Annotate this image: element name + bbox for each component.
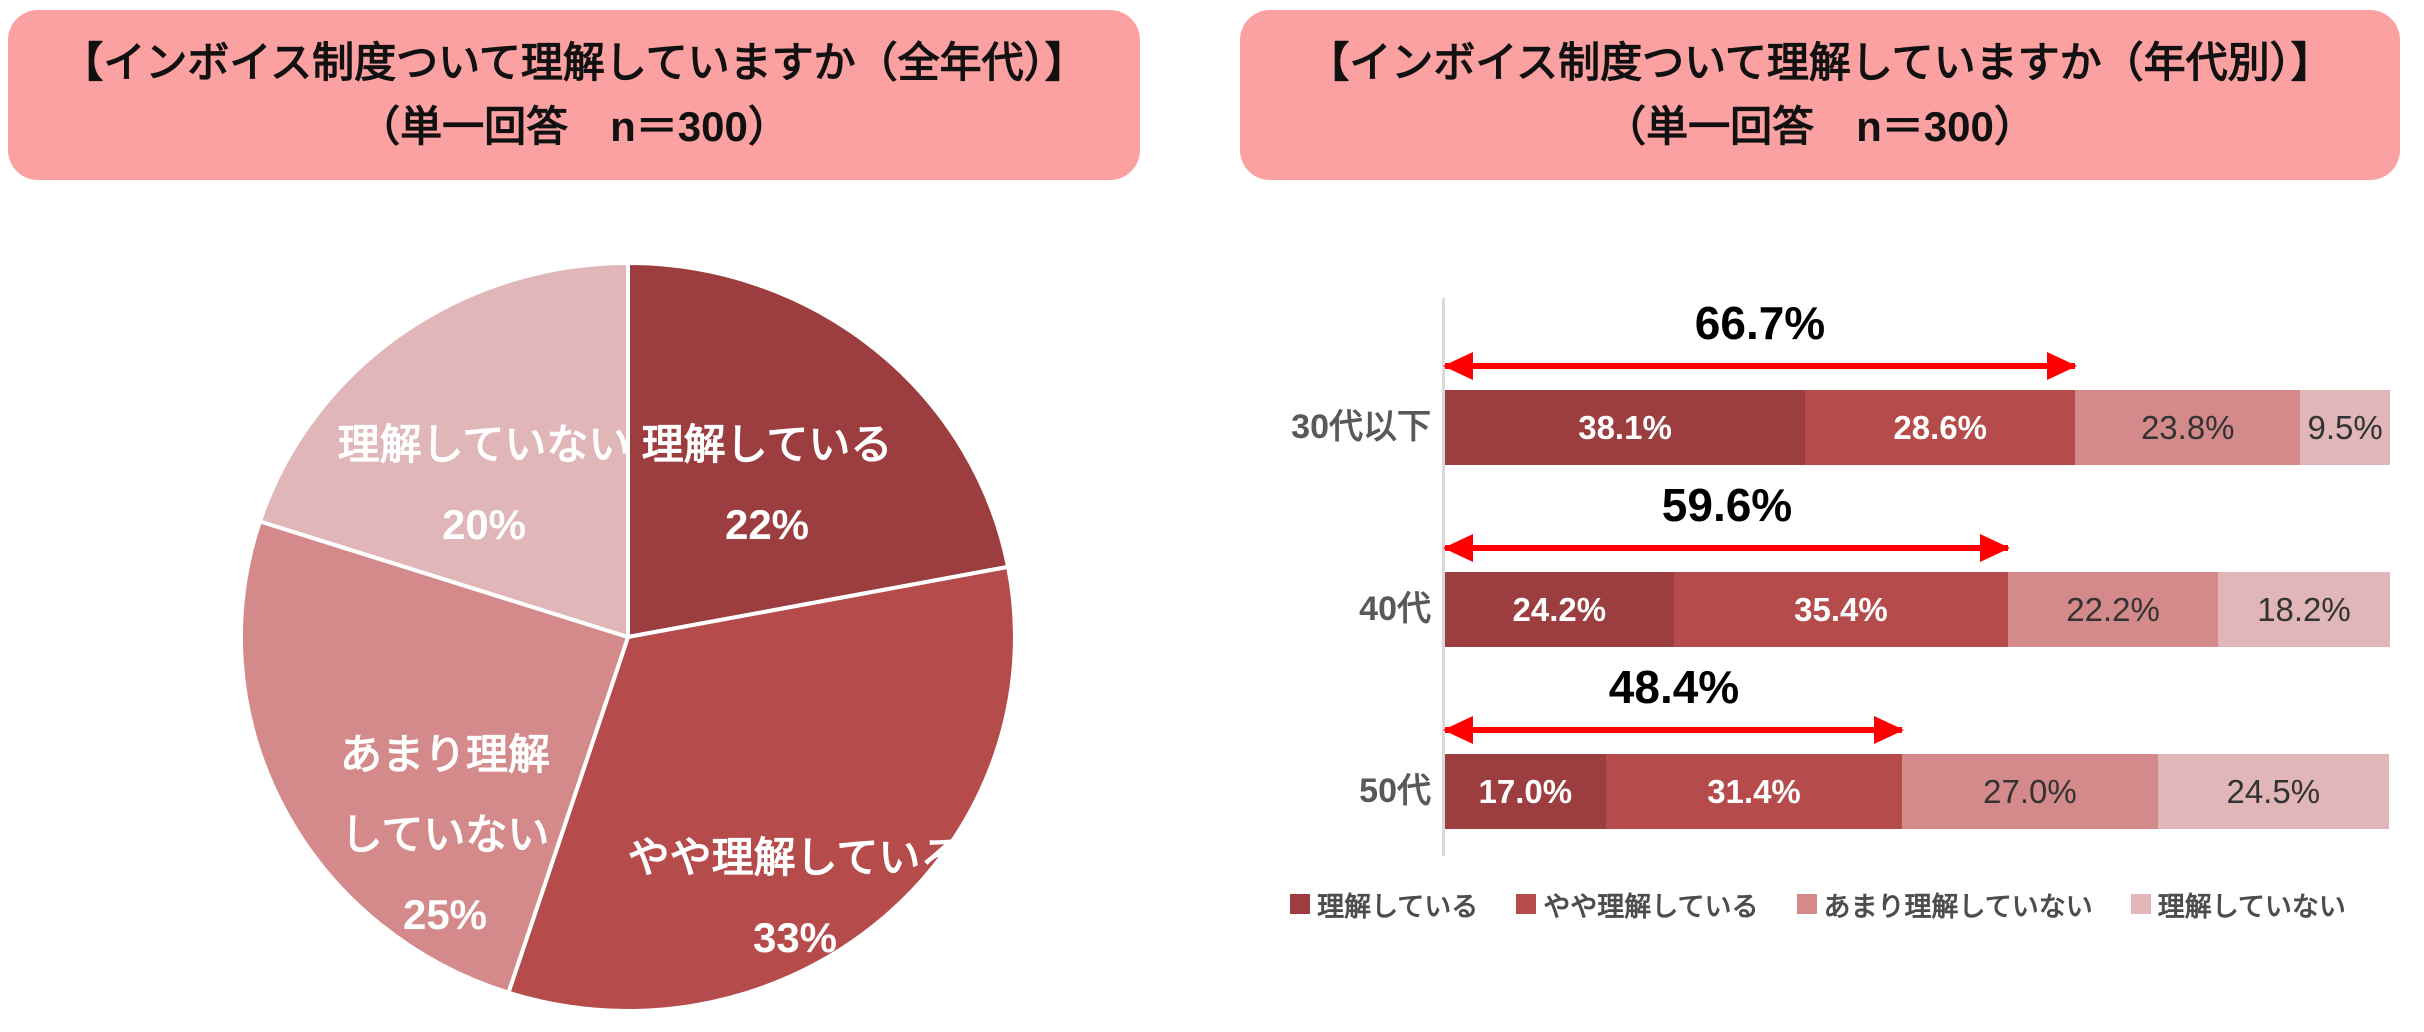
bar-segment-1-2: 28.6% (1805, 390, 2076, 465)
bar-row-1: 38.1% 28.6% 23.8% 9.5% (1445, 390, 2390, 465)
bar-category-label-3: 50代 (1359, 772, 1431, 810)
bar-row-3: 17.0% 31.4% 27.0% 24.5% (1445, 754, 2390, 829)
legend-item-4: 理解していない (2130, 885, 2346, 924)
pie-chart-title-box: 【インボイス制度ついて理解していますか（全年代）】 （単一回答 n＝300） (8, 10, 1140, 180)
legend-label: 理解している (1317, 891, 1479, 922)
pie-slice-3 (239, 519, 630, 995)
pie-slice-2 (506, 564, 1017, 1013)
bar-chart-title: 【インボイス制度ついて理解していますか（年代別）】 (1307, 39, 2333, 86)
span-arrow-1 (1443, 352, 2077, 380)
bar-segment-2-2: 35.4% (1673, 572, 2009, 647)
legend-swatch-icon (2130, 894, 2151, 914)
pie-chart-subtitle: （単一回答 n＝300） (358, 103, 790, 150)
span-arrow-3 (1443, 716, 1904, 744)
bar-segment-3-4: 24.5% (2157, 754, 2390, 829)
span-arrow-label-1: 66.7% (1694, 297, 1826, 349)
pie-chart (239, 261, 1017, 1013)
bar-segment-3-3: 27.0% (1902, 754, 2158, 829)
bar-segment-1-1: 38.1% (1445, 390, 1806, 465)
legend-item-1: 理解している (1290, 885, 1478, 924)
bar-category-label-1: 30代以下 (1291, 408, 1431, 446)
bar-chart-legend: 理解している やや理解している あまり理解していない 理解していない (1212, 882, 2424, 926)
bar-row-2: 24.2% 35.4% 22.2% 18.2% (1445, 572, 2390, 647)
bar-segment-2-1: 24.2% (1445, 572, 1674, 647)
bar-category-label-2: 40代 (1359, 590, 1431, 628)
legend-item-3: あまり理解していない (1796, 885, 2093, 924)
legend-item-2: やや理解している (1516, 885, 1759, 924)
stacked-bar-chart: 理解している やや理解している あまり理解していない 理解していない 30代以下 38.… (1212, 0, 2424, 1032)
bar-segment-1-4: 9.5% (2300, 390, 2390, 465)
legend-swatch-icon (1516, 894, 1537, 914)
span-arrow-label-3: 48.4% (1608, 661, 1740, 713)
bar-segment-3-2: 31.4% (1605, 754, 1903, 829)
span-arrow-label-2: 59.6% (1661, 479, 1793, 531)
bar-chart-axis (1442, 298, 1445, 856)
bar-chart-title-box: 【インボイス制度ついて理解していますか（年代別）】 （単一回答 n＝300） (1240, 10, 2400, 180)
bar-segment-1-3: 23.8% (2075, 390, 2301, 465)
legend-swatch-icon (1796, 894, 1817, 914)
pie-slice-1 (626, 261, 1011, 639)
pie-slice-4 (257, 261, 630, 639)
legend-swatch-icon (1290, 894, 1311, 914)
bar-segment-2-3: 22.2% (2008, 572, 2218, 647)
legend-label: あまり理解していない (1823, 891, 2093, 922)
legend-label: 理解していない (2157, 891, 2346, 922)
bar-segment-2-4: 18.2% (2217, 572, 2390, 647)
pie-chart-title: 【インボイス制度ついて理解していますか（全年代）】 (61, 39, 1087, 86)
bar-chart-subtitle: （単一回答 n＝300） (1604, 103, 2036, 150)
bar-segment-3-1: 17.0% (1445, 754, 1606, 829)
span-arrow-2 (1443, 534, 2010, 562)
legend-label: やや理解している (1543, 891, 1759, 922)
